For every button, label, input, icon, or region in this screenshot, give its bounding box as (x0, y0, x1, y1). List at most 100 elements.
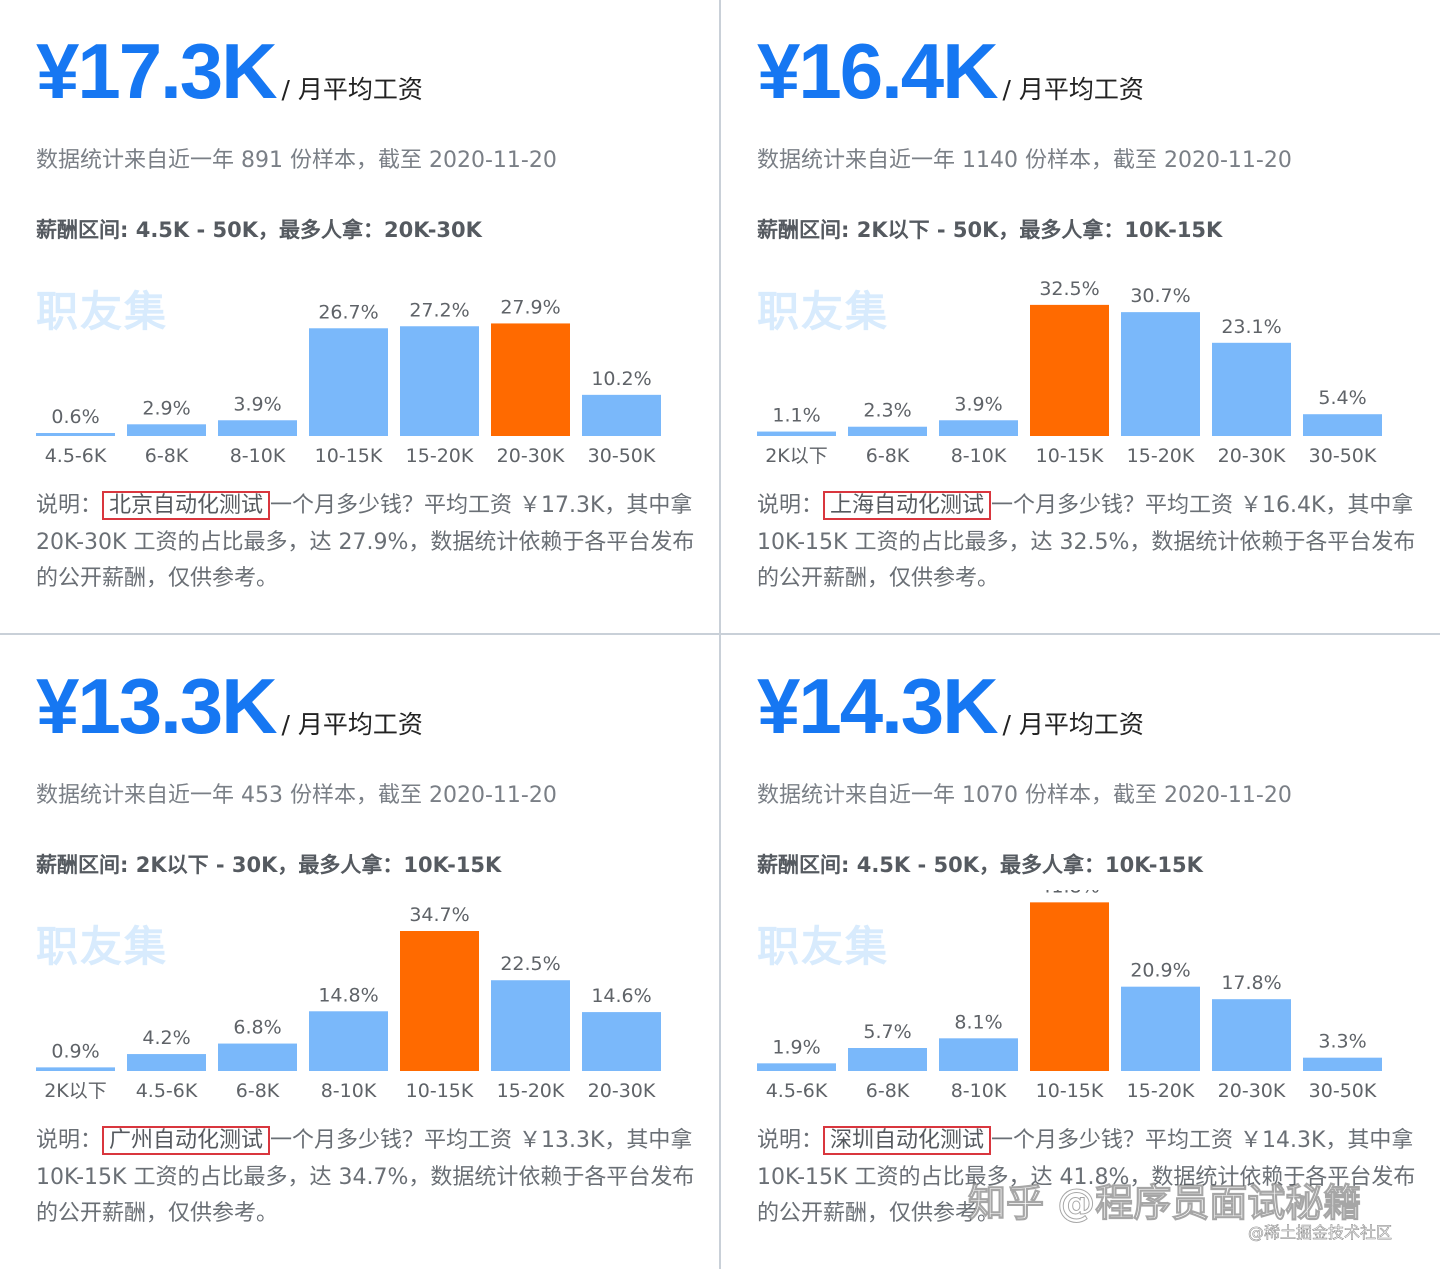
bar-value-label: 30.7% (1130, 285, 1190, 307)
salary-panel-guangzhou: ¥13.3K / 月平均工资 数据统计来自近一年 453 份样本，截至 2020-… (0, 635, 721, 1269)
category-label: 4.5-6K (45, 445, 107, 467)
desc-text: 一个月多少钱？平均工资 ￥14.3K，其中拿 10K-15K 工资的占比最多，达… (757, 1128, 1416, 1226)
desc-prefix: 说明： (36, 1128, 103, 1153)
salary-panel-shenzhen: ¥14.3K / 月平均工资 数据统计来自近一年 1070 份样本，截至 2020… (721, 635, 1440, 1269)
bar (491, 980, 570, 1071)
salary-unit: / 月平均工资 (1002, 710, 1144, 739)
salary-chart: 1.9% 4.5-6K 5.7% 6-8K 8.1% 8-10K 41.8% 10-15K 20… (721, 875, 1440, 1110)
city-label: 上海自动化测试 (823, 491, 992, 520)
bar-value-label: 10.2% (591, 368, 651, 390)
desc-prefix: 说明： (757, 493, 824, 518)
category-label: 2K以下 (44, 1080, 107, 1102)
brand-watermark: 职友集 (36, 287, 169, 336)
bar (1212, 342, 1291, 436)
bar (848, 426, 927, 436)
brand-watermark: 职友集 (36, 922, 169, 971)
bar-value-label: 32.5% (1039, 278, 1099, 300)
bar (1121, 312, 1200, 436)
average-salary: ¥14.3K (757, 662, 999, 750)
bar-chart-svg: 1.9% 4.5-6K 5.7% 6-8K 8.1% 8-10K 41.8% 10-15K 20… (757, 875, 1382, 1102)
bar-value-label: 0.9% (51, 1040, 99, 1062)
brand-watermark: 职友集 (757, 922, 890, 971)
bar (309, 328, 388, 436)
sample-info: 数据统计来自近一年 453 份样本，截至 2020-11-20 (36, 783, 557, 808)
sample-info: 数据统计来自近一年 1070 份样本，截至 2020-11-20 (757, 783, 1292, 808)
bar (757, 431, 836, 436)
category-label: 10-15K (1036, 1080, 1104, 1102)
average-salary: ¥16.4K (757, 27, 999, 115)
category-label: 20-30K (497, 445, 565, 467)
bar-value-label: 5.4% (1318, 387, 1366, 409)
bar (757, 1063, 836, 1071)
city-label: 北京自动化测试 (102, 491, 271, 520)
category-label: 30-50K (1309, 445, 1377, 467)
brand-watermark: 职友集 (757, 287, 890, 336)
bar-value-label: 6.8% (233, 1017, 281, 1039)
category-label: 15-20K (497, 1080, 565, 1102)
category-label: 20-30K (588, 1080, 656, 1102)
salary-chart: 1.1% 2K以下 2.3% 6-8K 3.9% 8-10K 32.5% 10-15K 30.7… (721, 255, 1440, 475)
bar-value-label: 3.3% (1318, 1031, 1366, 1053)
description: 说明： 广州自动化测试 一个月多少钱？平均工资 ￥13.3K，其中拿 10K-15K… (36, 1123, 696, 1233)
bar-value-label: 22.5% (500, 953, 560, 975)
bar (218, 420, 297, 436)
bar-value-label: 34.7% (409, 904, 469, 926)
category-label: 6-8K (866, 1080, 910, 1102)
bar-value-label: 17.8% (1221, 972, 1281, 994)
salary-range: 薪酬区间: 2K以下 - 30K，最多人拿：10K-15K (36, 853, 502, 877)
description: 说明： 深圳自动化测试 一个月多少钱？平均工资 ￥14.3K，其中拿 10K-15K… (757, 1123, 1417, 1233)
bar-value-label: 20.9% (1130, 960, 1190, 982)
bar (218, 1043, 297, 1071)
bar-value-label: 5.7% (863, 1021, 911, 1043)
bar (400, 326, 479, 436)
bar (127, 1054, 206, 1071)
bar-value-label: 27.2% (409, 299, 469, 321)
headline: ¥13.3K / 月平均工资 (36, 667, 423, 745)
bar-highlight (491, 323, 570, 436)
bar-value-label: 14.8% (318, 984, 378, 1006)
bar-highlight (400, 931, 479, 1071)
bar (939, 420, 1018, 436)
category-label: 2K以下 (765, 445, 828, 467)
category-label: 15-20K (1127, 1080, 1195, 1102)
salary-range: 薪酬区间: 4.5K - 50K，最多人拿：10K-15K (757, 853, 1203, 877)
bar-value-label: 14.6% (591, 985, 651, 1007)
salary-range: 薪酬区间: 4.5K - 50K，最多人拿：20K-30K (36, 218, 482, 242)
bar (848, 1048, 927, 1071)
salary-range: 薪酬区间: 2K以下 - 50K，最多人拿：10K-15K (757, 218, 1223, 242)
bar-value-label: 2.3% (863, 400, 911, 422)
salary-panel-shanghai: ¥16.4K / 月平均工资 数据统计来自近一年 1140 份样本，截至 2020… (721, 0, 1440, 635)
headline: ¥16.4K / 月平均工资 (757, 32, 1144, 110)
category-label: 30-50K (1309, 1080, 1377, 1102)
salary-unit: / 月平均工资 (281, 75, 423, 104)
desc-text: 一个月多少钱？平均工资 ￥17.3K，其中拿 20K-30K 工资的占比最多，达… (36, 493, 695, 591)
bar-value-label: 8.1% (954, 1011, 1002, 1033)
sample-info: 数据统计来自近一年 891 份样本，截至 2020-11-20 (36, 148, 557, 173)
bar-highlight (1030, 304, 1109, 436)
bar-value-label: 26.7% (318, 301, 378, 323)
desc-text: 一个月多少钱？平均工资 ￥13.3K，其中拿 10K-15K 工资的占比最多，达… (36, 1128, 695, 1226)
bar (582, 1012, 661, 1071)
bar-chart-svg: 0.9% 2K以下 4.2% 4.5-6K 6.8% 6-8K 14.8% 8-10K 34.7… (36, 904, 661, 1102)
average-salary: ¥17.3K (36, 27, 278, 115)
bar-value-label: 3.9% (233, 393, 281, 415)
bar (582, 394, 661, 436)
bar (127, 424, 206, 436)
category-label: 20-30K (1218, 1080, 1286, 1102)
category-label: 6-8K (866, 445, 910, 467)
sample-info: 数据统计来自近一年 1140 份样本，截至 2020-11-20 (757, 148, 1292, 173)
desc-prefix: 说明： (36, 493, 103, 518)
category-label: 10-15K (315, 445, 383, 467)
bar-value-label: 0.6% (51, 406, 99, 428)
bar-value-label: 1.9% (772, 1036, 820, 1058)
category-label: 8-10K (321, 1080, 377, 1102)
category-label: 15-20K (406, 445, 474, 467)
bar-value-label: 3.9% (954, 393, 1002, 415)
bar-value-label: 4.2% (142, 1027, 190, 1049)
category-label: 30-50K (588, 445, 656, 467)
salary-unit: / 月平均工资 (281, 710, 423, 739)
category-label: 4.5-6K (136, 1080, 198, 1102)
bar-value-label: 23.1% (1221, 316, 1281, 338)
bar-chart-svg: 1.1% 2K以下 2.3% 6-8K 3.9% 8-10K 32.5% 10-15K 30.7… (757, 278, 1382, 467)
